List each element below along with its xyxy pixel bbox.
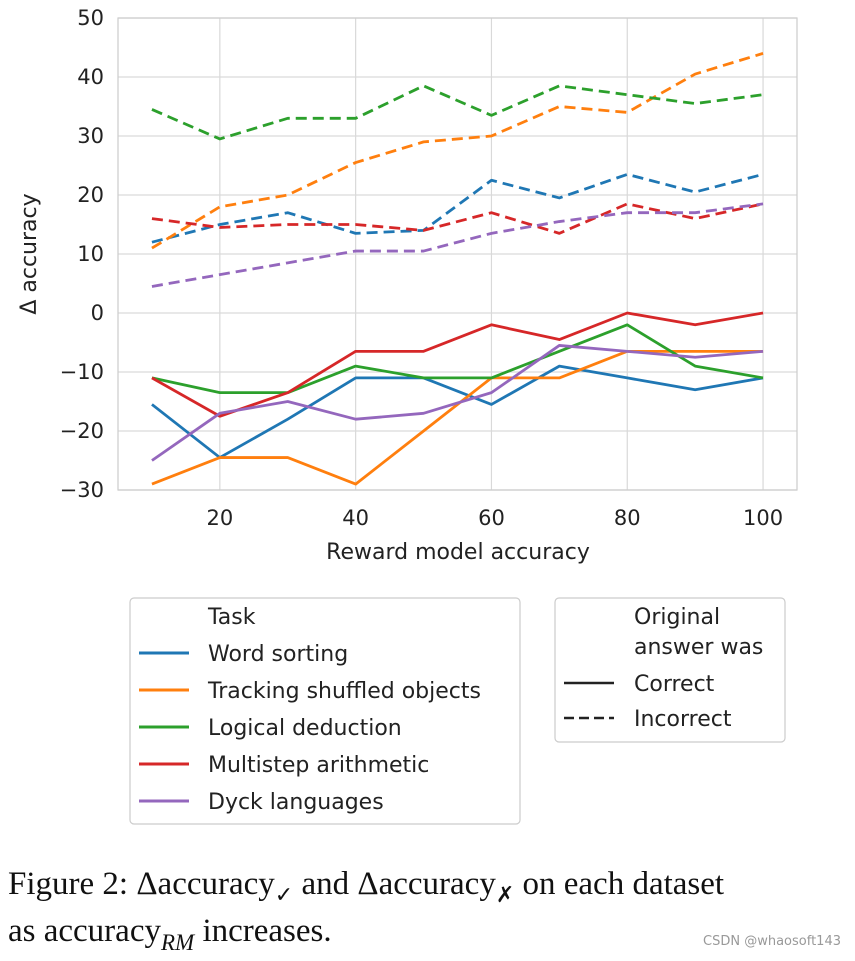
series-line-word-sorting-incorrect [151, 172, 764, 244]
series-lines [151, 52, 764, 486]
y-tick-label: −20 [60, 419, 104, 443]
legend-answer-correct: Correct [634, 672, 715, 697]
legend-answer-incorrect: Incorrect [634, 707, 732, 732]
caption-figure-label: Figure 2: [8, 866, 137, 902]
y-tick-label: −30 [60, 478, 104, 502]
y-tick-label: 50 [77, 6, 104, 30]
series-line-logical-deduction-correct [151, 323, 764, 395]
series-line-multistep-arithmetic-incorrect [151, 202, 764, 235]
watermark: CSDN @whaosoft143 [703, 934, 841, 949]
caption-line2-start: as accuracy [8, 913, 161, 949]
x-tick-label: 20 [206, 506, 233, 530]
x-axis-label: Reward model accuracy [326, 540, 590, 565]
legend-task-entry: Logical deduction [208, 716, 402, 741]
caption-delta-accuracy-2: Δaccuracy [357, 866, 496, 902]
x-tick-label: 100 [743, 506, 783, 530]
caption-line2-end: increases. [194, 913, 332, 949]
y-tick-label: −10 [60, 360, 104, 384]
caption-check-subscript: ✓ [274, 882, 294, 907]
legend-task-title: Task [207, 605, 256, 630]
legend-task-entry: Tracking shuffled objects [207, 679, 481, 704]
caption-cross-subscript: ✗ [495, 882, 515, 907]
series-line-dyck-languages-incorrect [151, 202, 764, 288]
legend-task-entry: Word sorting [208, 642, 348, 667]
series-line-logical-deduction-incorrect [151, 84, 764, 141]
legend-answer: Original answer was Correct Incorrect [554, 597, 786, 743]
figure-caption: Figure 2: Δaccuracy✓ and Δaccuracy✗ on e… [8, 862, 853, 956]
caption-line-2: as accuracyRM increases. [8, 909, 853, 956]
legend-task-entry: Multistep arithmetic [208, 753, 429, 778]
series-line-multistep-arithmetic-correct [151, 311, 764, 418]
x-tick-label: 80 [614, 506, 641, 530]
caption-rest-line1: on each dataset [514, 866, 725, 902]
legend-answer-title-line1: Original [634, 605, 720, 630]
caption-rm-subscript: RM [160, 930, 195, 955]
y-tick-label: 40 [77, 65, 104, 89]
series-line-tracking-shuffled-objects-incorrect [151, 52, 764, 250]
legend-answer-title-line2: answer was [634, 635, 763, 660]
y-tick-label: 20 [77, 183, 104, 207]
legend-answer-box [554, 597, 786, 743]
caption-and: and [293, 866, 358, 902]
series-line-word-sorting-correct [151, 364, 764, 459]
legend-task-box [129, 597, 521, 825]
y-axis-label: Δ accuracy [17, 193, 42, 314]
plot-frame [117, 17, 798, 491]
y-tick-label: 0 [91, 301, 104, 325]
legend-task: Task Word sorting Tracking shuffled objec… [129, 597, 521, 825]
series-line-dyck-languages-correct [151, 344, 764, 462]
y-tick-label: 30 [77, 124, 104, 148]
x-tick-label: 60 [478, 506, 505, 530]
series-line-tracking-shuffled-objects-correct [151, 349, 764, 486]
caption-delta-accuracy-1: Δaccuracy [136, 866, 275, 902]
x-tick-label: 40 [342, 506, 369, 530]
grid [118, 17, 797, 491]
caption-line-1: Figure 2: Δaccuracy✓ and Δaccuracy✗ on e… [8, 862, 853, 909]
legend-task-entry: Dyck languages [208, 790, 384, 815]
y-tick-label: 10 [77, 242, 104, 266]
